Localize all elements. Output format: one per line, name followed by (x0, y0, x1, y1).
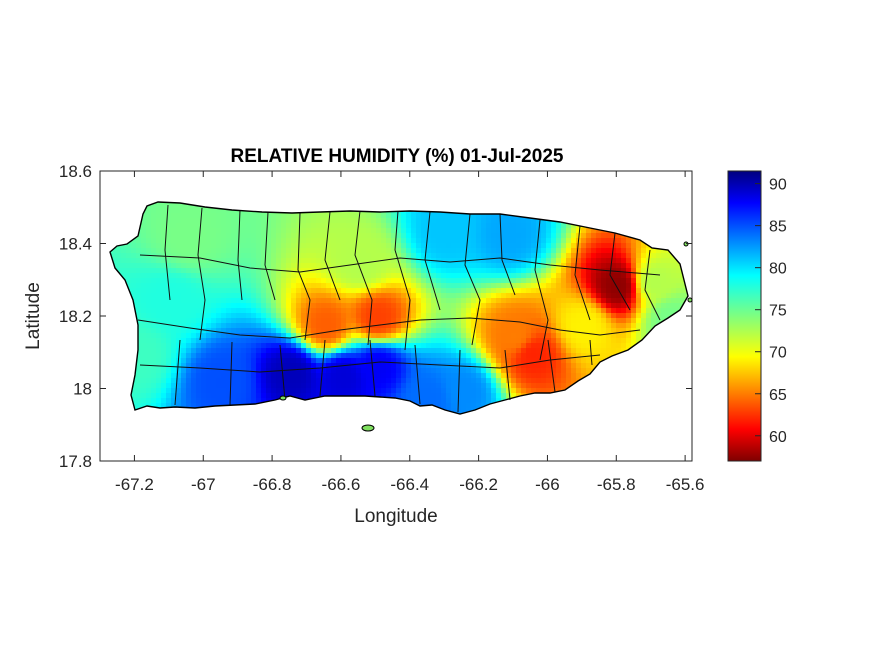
municipality-border (547, 339, 556, 393)
municipality-border (324, 211, 341, 301)
x-tick-label: -66.4 (390, 475, 429, 494)
x-tick-label: -66.6 (322, 475, 361, 494)
municipality-border (499, 213, 516, 296)
municipality-border (139, 354, 601, 373)
colorbar-tick-label: 75 (769, 303, 787, 320)
municipality-border (279, 344, 286, 401)
municipality-border (197, 207, 206, 341)
municipality-border (394, 210, 411, 351)
x-axis-label: Longitude (354, 506, 437, 527)
colorbar (727, 170, 762, 462)
y-tick-label: 18.4 (59, 235, 92, 254)
islet-shape (279, 395, 287, 401)
colorbar-tick-label: 90 (769, 177, 787, 194)
colorbar-ticks: 60 65 70 75 80 85 90 (755, 177, 787, 446)
municipality-border (164, 204, 171, 301)
islet-shape (361, 424, 375, 432)
municipality-border (297, 212, 311, 341)
municipality-border (237, 209, 243, 301)
x-tick-label: -67 (191, 475, 216, 494)
small-islands (279, 241, 693, 432)
x-tick-label: -66.2 (459, 475, 498, 494)
municipality-border (589, 339, 593, 366)
municipality-border (229, 341, 233, 406)
municipality-border (464, 213, 481, 346)
island-coastline (109, 201, 689, 415)
x-tick-label: -66.8 (253, 475, 292, 494)
x-axis: -67.2 -67 -66.8 -66.6 -66.4 -66.2 -66 -65.8 -65.… (115, 171, 704, 494)
municipality-border (369, 339, 376, 397)
colorbar-tick-label: 65 (769, 387, 787, 404)
municipality-border (174, 339, 181, 406)
municipality-border (534, 219, 549, 361)
municipality-border (644, 249, 661, 321)
x-tick-label: -66 (535, 475, 560, 494)
municipality-border (574, 225, 591, 321)
y-tick-label: 18.2 (59, 307, 92, 326)
municipality-border (504, 349, 511, 401)
chart-title: RELATIVE HUMIDITY (%) 01-Jul-2025 (231, 146, 564, 167)
municipality-border (354, 210, 373, 346)
municipality-border (414, 344, 421, 405)
y-tick-label: 17.8 (59, 452, 92, 471)
municipality-borders (137, 204, 661, 413)
municipality-border (139, 254, 661, 276)
x-tick-label: -67.2 (115, 475, 154, 494)
municipality-border (609, 232, 631, 311)
municipality-border (457, 349, 461, 413)
islet-shape (687, 297, 693, 303)
colorbar-tick-label: 70 (769, 345, 787, 362)
y-axis-label: Latitude (23, 282, 44, 350)
colorbar-tick-label: 80 (769, 261, 787, 278)
municipality-border (264, 211, 276, 301)
y-axis: 17.8 18 18.2 18.4 18.6 (59, 162, 692, 471)
colorbar-tick-label: 60 (769, 429, 787, 446)
municipality-border (137, 317, 641, 339)
y-tick-label: 18 (73, 380, 92, 399)
colorbar-tick-label: 85 (769, 219, 787, 236)
x-tick-label: -65.6 (666, 475, 705, 494)
x-tick-label: -65.8 (597, 475, 636, 494)
municipality-border (319, 339, 326, 397)
y-tick-label: 18.6 (59, 162, 92, 181)
